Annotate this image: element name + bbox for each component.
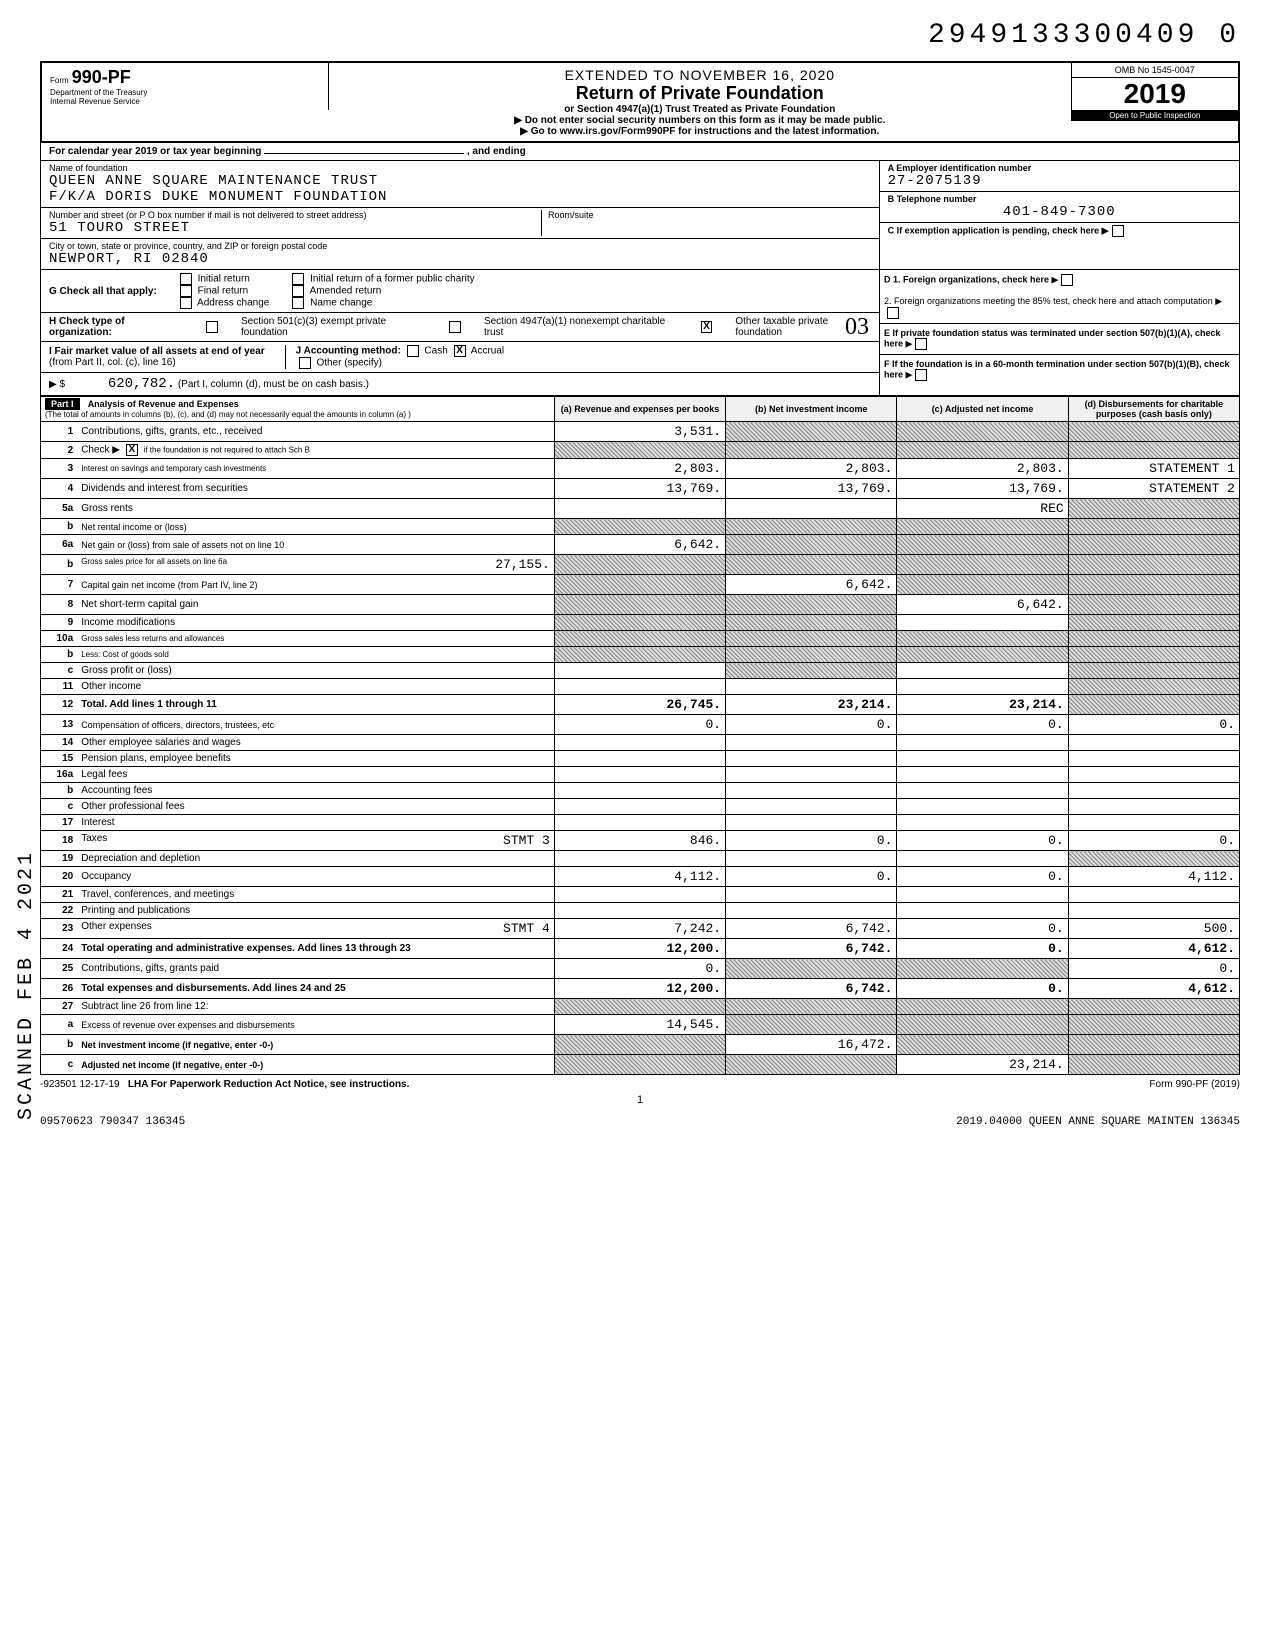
table-row: 14Other employee salaries and wages bbox=[41, 735, 1240, 751]
table-row: 4Dividends and interest from securities1… bbox=[41, 479, 1240, 499]
table-row: 22Printing and publications bbox=[41, 903, 1240, 919]
table-row: 16aLegal fees bbox=[41, 767, 1240, 783]
irs-label: Internal Revenue Service bbox=[50, 97, 320, 106]
extended-date: EXTENDED TO NOVEMBER 16, 2020 bbox=[337, 67, 1063, 83]
tax-year: 2019 bbox=[1072, 78, 1238, 110]
form-number: 990-PF bbox=[72, 67, 131, 87]
table-row: bNet investment income (if negative, ent… bbox=[41, 1035, 1240, 1055]
table-row: 6aNet gain or (loss) from sale of assets… bbox=[41, 535, 1240, 555]
part-1-table: Part I Analysis of Revenue and Expenses … bbox=[40, 396, 1240, 1075]
table-row: bAccounting fees bbox=[41, 783, 1240, 799]
table-row: 3Interest on savings and temporary cash … bbox=[41, 459, 1240, 479]
section-i-j: I Fair market value of all assets at end… bbox=[40, 342, 880, 373]
addr-label: Number and street (or P O box number if … bbox=[49, 210, 541, 220]
table-row: 15Pension plans, employee benefits bbox=[41, 751, 1240, 767]
return-title: Return of Private Foundation bbox=[337, 83, 1063, 104]
table-row: 17Interest bbox=[41, 815, 1240, 831]
footer-1: -923501 12-17-19 LHA For Paperwork Reduc… bbox=[40, 1075, 1240, 1094]
footer-2: 09570623 790347 136345 2019.04000 QUEEN … bbox=[40, 1116, 1240, 1128]
table-row: cGross profit or (loss) bbox=[41, 663, 1240, 679]
calendar-year-row: For calendar year 2019 or tax year begin… bbox=[40, 143, 1240, 161]
table-row: 23Other expenses STMT 47,242.6,742.0.500… bbox=[41, 919, 1240, 939]
table-row: 2Check ▶ X if the foundation is not requ… bbox=[41, 442, 1240, 459]
foundation-name-2: F/K/A DORIS DUKE MONUMENT FOUNDATION bbox=[49, 189, 871, 205]
fmv-row: ▶ $ 620,782. (Part I, column (d), must b… bbox=[40, 373, 880, 396]
table-row: 26Total expenses and disbursements. Add … bbox=[41, 979, 1240, 999]
table-row: 13Compensation of officers, directors, t… bbox=[41, 715, 1240, 735]
inspection-label: Open to Public Inspection bbox=[1072, 110, 1238, 121]
table-row: 21Travel, conferences, and meetings bbox=[41, 887, 1240, 903]
form-prefix: Form bbox=[50, 76, 69, 85]
foundation-city: NEWPORT, RI 02840 bbox=[49, 251, 871, 267]
part-1-label: Part I bbox=[45, 398, 80, 410]
page-number: 1 bbox=[40, 1094, 1240, 1106]
section-d: D 1. Foreign organizations, check here ▶… bbox=[880, 270, 1239, 324]
table-row: aExcess of revenue over expenses and dis… bbox=[41, 1015, 1240, 1035]
table-row: bGross sales price for all assets on lin… bbox=[41, 555, 1240, 575]
table-row: 8Net short-term capital gain6,642. bbox=[41, 595, 1240, 615]
warning-url: ▶ Go to www.irs.gov/Form990PF for instru… bbox=[337, 126, 1063, 137]
col-a-header: (a) Revenue and expenses per books bbox=[554, 397, 725, 422]
document-id: 2949133300409 0 bbox=[928, 20, 1240, 51]
subtitle: or Section 4947(a)(1) Trust Treated as P… bbox=[337, 104, 1063, 115]
ein-value: 27-2075139 bbox=[888, 173, 1231, 189]
table-row: 18Taxes STMT 3846.0.0.0. bbox=[41, 831, 1240, 851]
table-row: cOther professional fees bbox=[41, 799, 1240, 815]
table-row: 11Other income bbox=[41, 679, 1240, 695]
ein-label: A Employer identification number bbox=[888, 163, 1231, 173]
section-g: G Check all that apply: Initial return F… bbox=[40, 270, 880, 313]
table-row: 24Total operating and administrative exp… bbox=[41, 939, 1240, 959]
phone-label: B Telephone number bbox=[888, 194, 1231, 204]
table-row: bNet rental income or (loss) bbox=[41, 519, 1240, 535]
table-row: 25Contributions, gifts, grants paid0.0. bbox=[41, 959, 1240, 979]
foundation-info: Name of foundation QUEEN ANNE SQUARE MAI… bbox=[40, 161, 1240, 270]
form-header: Form 990-PF Department of the Treasury I… bbox=[40, 61, 1240, 143]
exempt-label: C If exemption application is pending, c… bbox=[888, 225, 1231, 237]
col-d-header: (d) Disbursements for charitable purpose… bbox=[1068, 397, 1239, 422]
name-label: Name of foundation bbox=[49, 163, 871, 173]
dept-label: Department of the Treasury bbox=[50, 88, 320, 97]
section-h: H Check type of organization: Section 50… bbox=[40, 313, 880, 342]
table-row: 10aGross sales less returns and allowanc… bbox=[41, 631, 1240, 647]
table-row: cAdjusted net income (if negative, enter… bbox=[41, 1055, 1240, 1075]
warning-ssn: ▶ Do not enter social security numbers o… bbox=[337, 115, 1063, 126]
col-c-header: (c) Adjusted net income bbox=[897, 397, 1068, 422]
table-row: 27Subtract line 26 from line 12: bbox=[41, 999, 1240, 1015]
foundation-address: 51 TOURO STREET bbox=[49, 220, 541, 236]
table-row: 12Total. Add lines 1 through 1126,745.23… bbox=[41, 695, 1240, 715]
section-e: E If private foundation status was termi… bbox=[880, 324, 1239, 355]
table-row: 9Income modifications bbox=[41, 615, 1240, 631]
section-f: F If the foundation is in a 60-month ter… bbox=[880, 355, 1239, 385]
table-row: 19Depreciation and depletion bbox=[41, 851, 1240, 867]
top-bar: 2949133300409 0 bbox=[40, 20, 1240, 51]
scanned-stamp: SCANNED FEB 4 2021 bbox=[15, 850, 38, 1120]
col-b-header: (b) Net investment income bbox=[726, 397, 897, 422]
omb-number: OMB No 1545-0047 bbox=[1072, 63, 1238, 78]
table-row: 20Occupancy4,112.0.0.4,112. bbox=[41, 867, 1240, 887]
handwritten-03: 03 bbox=[845, 314, 869, 341]
foundation-name-1: QUEEN ANNE SQUARE MAINTENANCE TRUST bbox=[49, 173, 871, 189]
room-label: Room/suite bbox=[548, 210, 871, 220]
city-label: City or town, state or province, country… bbox=[49, 241, 871, 251]
table-row: 5aGross rentsREC bbox=[41, 499, 1240, 519]
phone-value: 401-849-7300 bbox=[888, 204, 1231, 220]
table-row: 1Contributions, gifts, grants, etc., rec… bbox=[41, 422, 1240, 442]
table-row: bLess: Cost of goods sold bbox=[41, 647, 1240, 663]
table-row: 7Capital gain net income (from Part IV, … bbox=[41, 575, 1240, 595]
